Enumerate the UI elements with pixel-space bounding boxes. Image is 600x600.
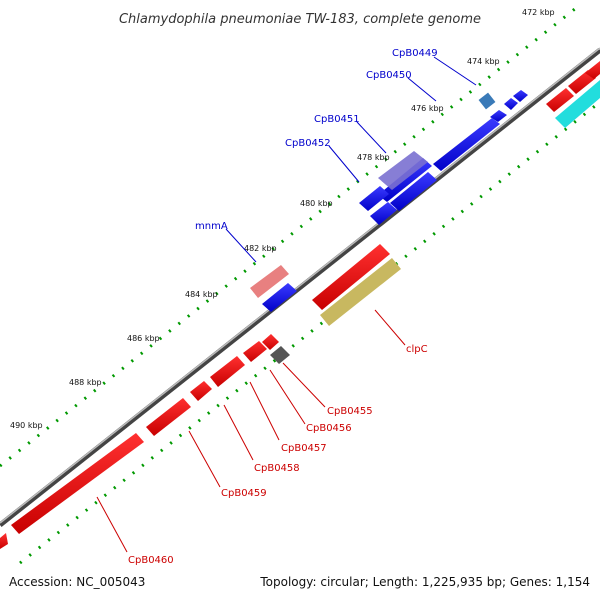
gene-label[interactable]: CpB0458 [254, 463, 300, 474]
gene-arrow[interactable] [490, 110, 507, 122]
gene-arrow[interactable] [568, 70, 596, 94]
gene-arrow[interactable] [504, 98, 518, 110]
gene-label[interactable]: CpB0451 [314, 114, 360, 125]
tick-labels: 472 kbp 474 kbp 476 kbp 478 kbp 480 kbp … [10, 8, 555, 430]
gene-label[interactable]: CpB0455 [327, 406, 373, 417]
gene-arrow[interactable] [546, 88, 574, 112]
gene-label[interactable]: CpB0459 [221, 488, 267, 499]
gene-label[interactable]: mnmA [195, 221, 228, 232]
inner-dotted-track [19, 100, 600, 565]
accession-text: Accession: NC_005043 [9, 575, 145, 589]
tick-label: 488 kbp [69, 378, 102, 387]
summary-text: Topology: circular; Length: 1,225,935 bp… [259, 575, 590, 589]
gene-labels-forward: CpB0449 CpB0450 CpB0451 CpB0452 mnmA [195, 48, 477, 263]
gene-label[interactable]: CpB0449 [392, 48, 438, 59]
gene-arrow[interactable] [513, 90, 528, 102]
gene-label[interactable]: CpB0450 [366, 70, 412, 81]
gene-arrow[interactable] [262, 283, 297, 312]
tick-label: 480 kbp [300, 199, 333, 208]
gene-label[interactable]: CpB0460 [128, 555, 174, 566]
gene-arrow[interactable] [433, 118, 500, 171]
gene-arrow[interactable] [390, 172, 437, 211]
genome-backbone [0, 48, 600, 527]
gene-cpb0451-box[interactable] [378, 151, 428, 190]
gene-mnma-box[interactable] [250, 265, 289, 298]
forward-genes [250, 90, 528, 312]
gene-arrow[interactable] [312, 244, 390, 310]
gene-arrow[interactable] [11, 433, 144, 534]
gene-arrow[interactable] [210, 356, 245, 387]
gene-arrow[interactable] [190, 381, 212, 401]
gene-label[interactable]: CpB0457 [281, 443, 327, 454]
gene-label[interactable]: clpC [406, 344, 428, 355]
tick-label: 482 kbp [244, 244, 277, 253]
genome-backbone-highlight [0, 47, 600, 524]
gene-label[interactable]: CpB0456 [306, 423, 352, 434]
gene-arrow[interactable] [585, 61, 600, 79]
gene-arrow[interactable] [262, 334, 279, 350]
reverse-genes [0, 61, 600, 549]
gene-arrow[interactable] [359, 186, 389, 211]
gene-cpb0449-box[interactable] [478, 92, 496, 110]
tick-label: 484 kbp [185, 290, 218, 299]
map-title: Chlamydophila pneumoniae TW-183, complet… [119, 12, 481, 27]
tick-label: 490 kbp [10, 421, 43, 430]
gene-cpb0455-box[interactable] [270, 346, 290, 364]
gene-cyan-box[interactable] [555, 80, 600, 128]
gene-arrow[interactable] [0, 533, 8, 549]
gene-clpc-box[interactable] [320, 258, 401, 326]
tick-label: 472 kbp [522, 8, 555, 17]
gene-labels-reverse: clpC CpB0455 CpB0456 CpB0457 CpB0458 CpB… [96, 309, 428, 566]
gene-arrow[interactable] [146, 398, 191, 436]
gene-arrow[interactable] [370, 202, 397, 225]
gene-label[interactable]: CpB0452 [285, 138, 331, 149]
gene-arrow[interactable] [243, 341, 267, 362]
tick-label: 476 kbp [411, 104, 444, 113]
tick-label: 478 kbp [357, 153, 390, 162]
outer-dotted-track [0, 6, 577, 468]
tick-label: 486 kbp [127, 334, 160, 343]
tick-label: 474 kbp [467, 57, 500, 66]
